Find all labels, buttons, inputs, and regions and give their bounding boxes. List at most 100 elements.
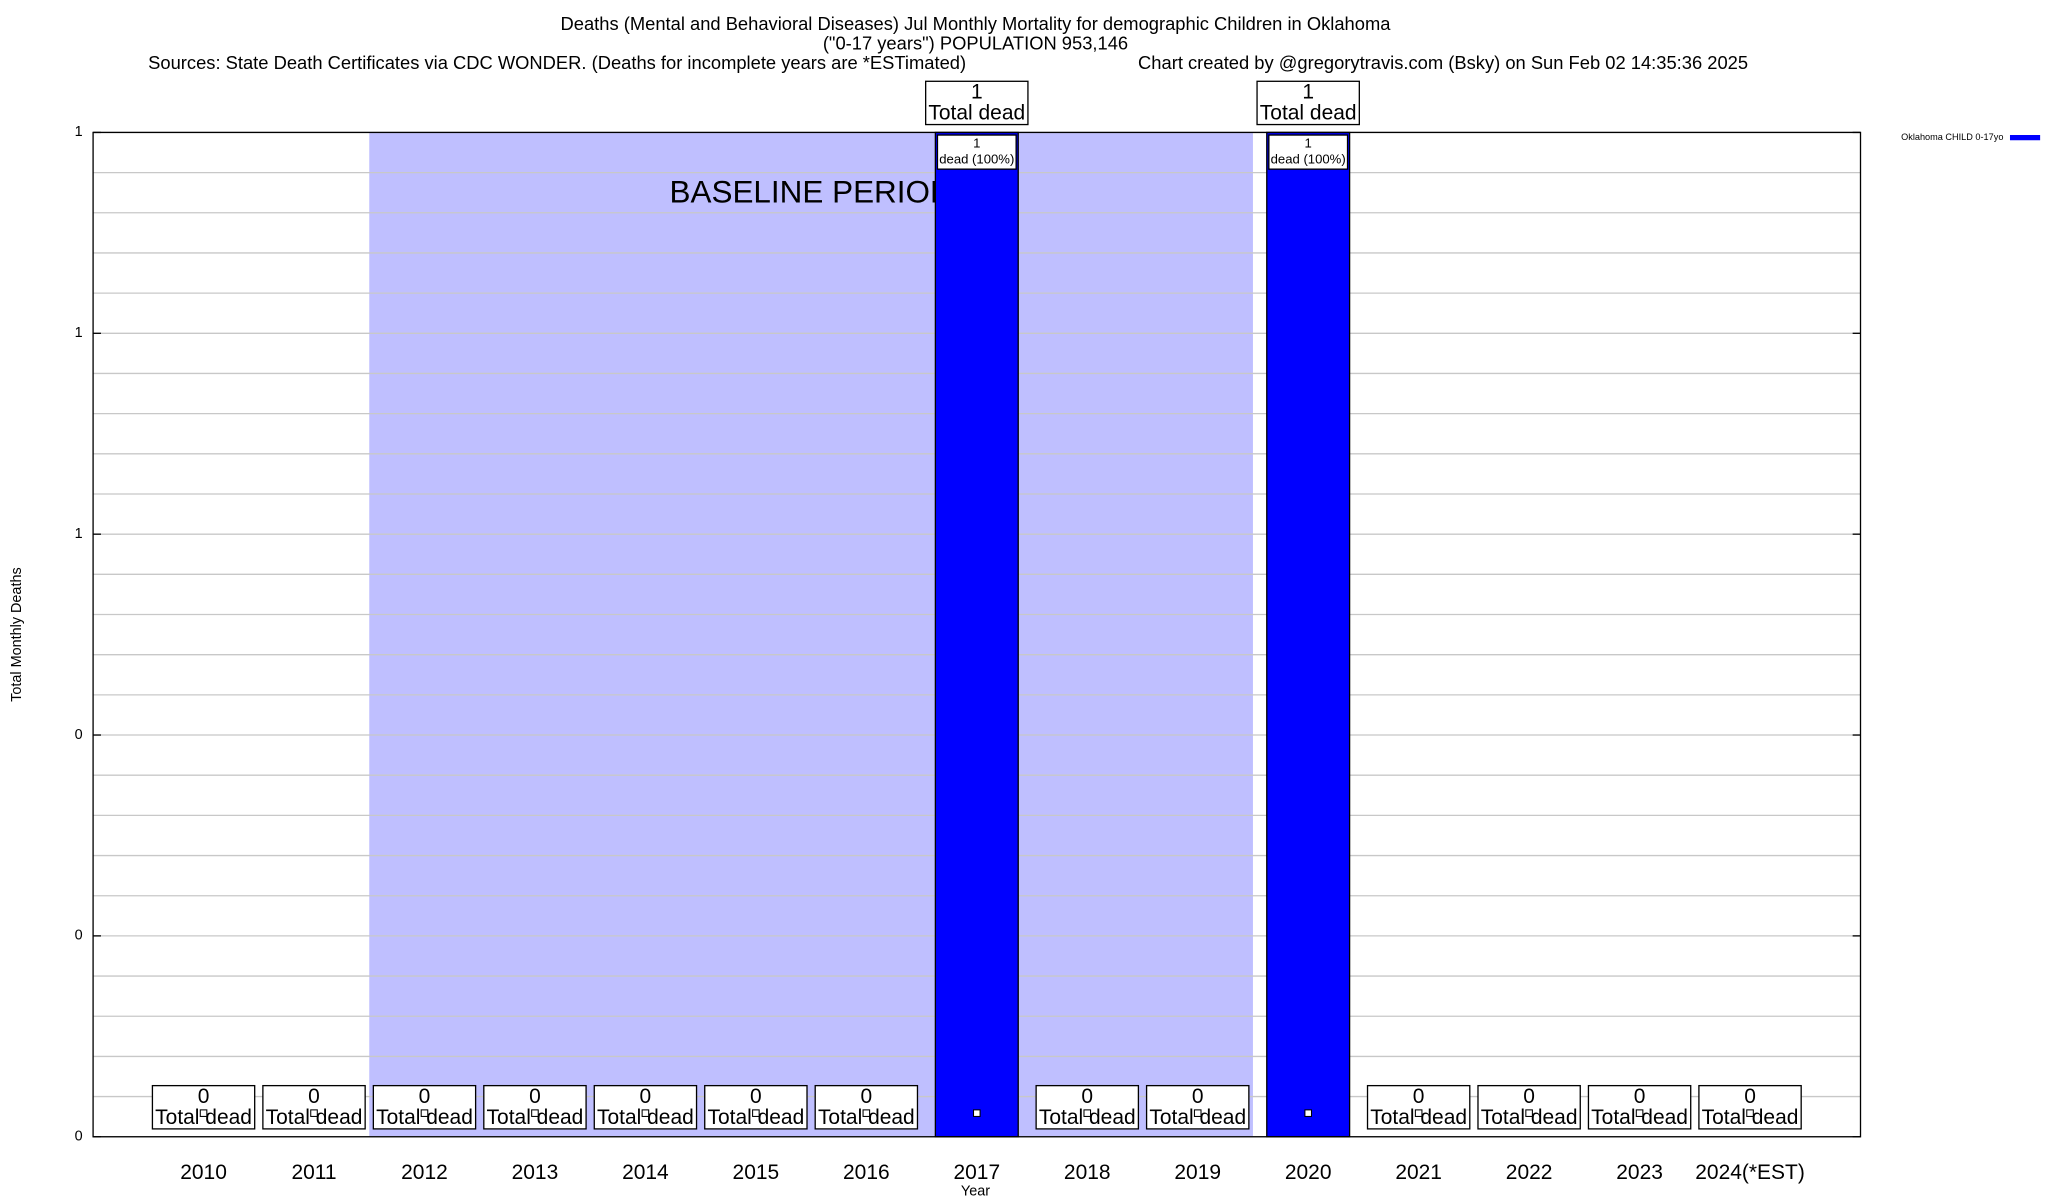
y-tick-label: 0 [75, 928, 83, 944]
value-label-box [1035, 1084, 1140, 1130]
value-label-box [1698, 1084, 1802, 1130]
total-label: Total dead [487, 1106, 584, 1129]
chart-subtitle: Chart created by @gregorytravis.com (Bsk… [1138, 52, 1748, 73]
inner-label: dead (100%) [1271, 151, 1346, 166]
x-tick-label: 2015 [733, 1161, 780, 1184]
value-label-box [262, 1084, 366, 1130]
value-label: 1 [1302, 81, 1314, 104]
total-label: Total dead [1591, 1106, 1688, 1129]
y-tick-label: 0 [75, 727, 83, 743]
x-tick-marker [531, 1109, 539, 1117]
value-label-box [1587, 1084, 1692, 1130]
x-tick-label: 2016 [843, 1161, 890, 1184]
value-label-box [1366, 1084, 1471, 1130]
baseline-shade [369, 132, 1253, 1137]
value-label-box [1145, 1084, 1250, 1130]
y-tick-label: 1 [75, 526, 83, 542]
x-tick-label: 2020 [1285, 1161, 1332, 1184]
x-tick-label: 2021 [1395, 1161, 1442, 1184]
x-tick-label: 2024(*EST) [1695, 1161, 1805, 1184]
value-label-box [1256, 80, 1360, 126]
value-label-box [372, 1084, 477, 1130]
y-axis-label: Total Monthly Deaths [9, 567, 25, 702]
value-label-box [1477, 1084, 1581, 1130]
value-label: 0 [529, 1085, 541, 1108]
total-label: Total dead [928, 102, 1025, 125]
total-label: Total dead [1149, 1106, 1246, 1129]
x-tick-marker [199, 1109, 208, 1117]
x-tick-marker [1304, 1109, 1312, 1117]
x-tick-label: 2019 [1174, 1161, 1221, 1184]
y-tick-label: 0 [75, 1129, 83, 1145]
x-tick-marker [1414, 1109, 1423, 1117]
x-tick-marker [1083, 1109, 1092, 1117]
value-label: 0 [750, 1085, 762, 1108]
inner-value-label: 1 [973, 136, 980, 151]
value-label-box [704, 1084, 808, 1130]
x-tick-label: 2023 [1616, 1161, 1663, 1184]
value-label-box [593, 1084, 698, 1130]
y-tick-label: 1 [75, 325, 83, 341]
value-label: 0 [419, 1085, 431, 1108]
value-label-box [925, 80, 1029, 126]
x-tick-label: 2022 [1506, 1161, 1553, 1184]
total-label: Total dead [266, 1106, 363, 1129]
inner-label-box [936, 134, 1017, 170]
plot-frame [92, 131, 1862, 1138]
value-label: 0 [1744, 1085, 1756, 1108]
bar [1266, 131, 1351, 1138]
chart-subtitle: Sources: State Death Certificates via CD… [148, 52, 966, 73]
value-label: 0 [1523, 1085, 1535, 1108]
total-label: Total dead [597, 1106, 694, 1129]
bar [934, 131, 1019, 1138]
x-tick-marker [1635, 1109, 1644, 1117]
x-tick-marker [1746, 1109, 1754, 1117]
inner-label-box [1268, 134, 1349, 170]
value-label-box [483, 1084, 587, 1130]
total-label: Total dead [155, 1106, 252, 1129]
value-label: 0 [1634, 1085, 1646, 1108]
inner-label: dead (100%) [939, 151, 1014, 166]
value-label: 0 [308, 1085, 320, 1108]
total-label: Total dead [707, 1106, 804, 1129]
value-label: 0 [198, 1085, 210, 1108]
legend-label: Oklahoma CHILD 0-17yo [1901, 132, 2003, 142]
chart-title: ("0-17 years") POPULATION 953,146 [823, 32, 1128, 53]
x-tick-marker [420, 1109, 429, 1117]
x-tick-label: 2011 [291, 1161, 336, 1184]
total-label: Total dead [1702, 1106, 1799, 1129]
value-label-box [814, 1084, 919, 1130]
x-tick-label: 2013 [512, 1161, 559, 1184]
value-label: 0 [1081, 1085, 1093, 1108]
total-label: Total dead [1260, 102, 1357, 125]
x-tick-label: 2018 [1064, 1161, 1111, 1184]
x-tick-label: 2017 [953, 1161, 1000, 1184]
x-tick-marker [862, 1109, 871, 1117]
x-tick-marker [310, 1109, 318, 1117]
value-label: 1 [971, 81, 983, 104]
value-label-box [151, 1084, 256, 1130]
value-label: 0 [1413, 1085, 1425, 1108]
y-tick-label: 1 [75, 124, 83, 140]
inner-value-label: 1 [1305, 136, 1312, 151]
value-label: 0 [860, 1085, 872, 1108]
x-tick-marker [1525, 1109, 1533, 1117]
baseline-label: BASELINE PERIOD [670, 174, 953, 209]
total-label: Total dead [376, 1106, 473, 1129]
total-label: Total dead [1481, 1106, 1578, 1129]
x-tick-label: 2012 [401, 1161, 448, 1184]
x-tick-marker [972, 1109, 981, 1117]
x-tick-marker [752, 1109, 760, 1117]
chart-title: Deaths (Mental and Behavioral Diseases) … [561, 13, 1392, 34]
x-tick-marker [1193, 1109, 1202, 1117]
x-axis-label: Year [961, 1184, 990, 1200]
total-label: Total dead [1039, 1106, 1136, 1129]
value-label: 0 [640, 1085, 652, 1108]
value-label: 0 [1192, 1085, 1204, 1108]
x-tick-marker [641, 1109, 650, 1117]
total-label: Total dead [818, 1106, 915, 1129]
total-label: Total dead [1370, 1106, 1467, 1129]
x-tick-label: 2014 [622, 1161, 669, 1184]
x-tick-label: 2010 [180, 1161, 227, 1184]
